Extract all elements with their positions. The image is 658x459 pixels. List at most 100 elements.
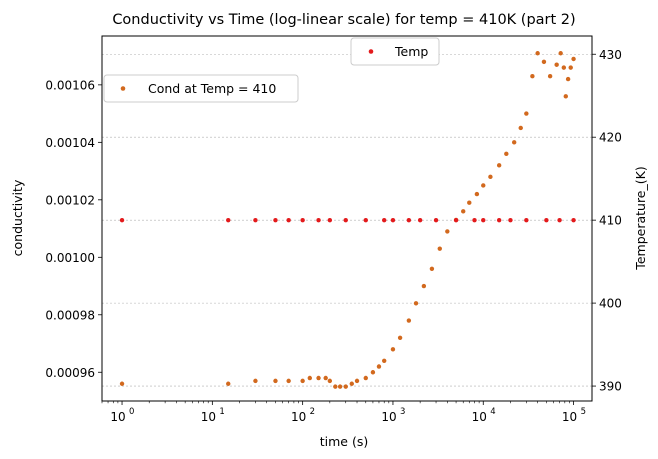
cond-point — [323, 375, 328, 381]
legend-cond: Cond at Temp = 410 — [103, 74, 299, 103]
temp-point — [119, 217, 125, 223]
cond-point — [307, 375, 312, 381]
cond-point — [273, 378, 278, 384]
cond-point — [390, 347, 396, 352]
temp-point — [300, 217, 305, 223]
cond-point — [488, 174, 493, 180]
cond-point — [226, 381, 231, 386]
y-right-axis-ticks: 390 400 410 420 430 — [592, 48, 622, 394]
temp-point — [286, 217, 291, 223]
cond-point — [413, 301, 419, 306]
cond-point — [286, 378, 291, 384]
cond-point — [554, 62, 559, 67]
cond-point — [343, 384, 348, 389]
cond-point — [376, 364, 382, 369]
cond-series — [119, 51, 576, 389]
cond-point — [565, 76, 571, 82]
legend-temp-label: Temp — [394, 44, 428, 59]
legend-temp-box — [350, 37, 440, 66]
cond-point — [370, 370, 376, 375]
y-left-axis-label: conductivity — [10, 179, 25, 256]
y-left-tick-label: 0.00098 — [45, 308, 95, 322]
cond-point — [541, 59, 547, 65]
legend-cond-box — [103, 74, 299, 103]
cond-point — [421, 283, 427, 289]
y-left-tick-label: 0.00100 — [45, 251, 95, 265]
x-tick-exponent: 3 — [400, 407, 405, 417]
cond-point — [337, 384, 343, 389]
y-right-tick-label: 420 — [599, 131, 622, 145]
y-right-axis-label: Temperature_(K) — [633, 166, 648, 270]
temp-point — [363, 217, 368, 223]
cond-point — [316, 375, 321, 381]
legend-cond-label: Cond at Temp = 410 — [148, 81, 276, 96]
cond-point — [445, 229, 450, 234]
cond-point — [535, 51, 540, 56]
cond-point — [363, 375, 368, 381]
cond-point — [382, 358, 387, 363]
x-axis-label: time (s) — [320, 434, 368, 449]
temp-point — [496, 217, 502, 223]
cond-point — [437, 246, 442, 251]
cond-point — [333, 384, 338, 389]
temp-point — [316, 217, 321, 223]
cond-point — [547, 74, 553, 79]
cond-point — [300, 378, 305, 384]
cond-point — [511, 140, 517, 145]
y-right-tick-label: 390 — [599, 380, 622, 394]
legend-temp-marker — [368, 49, 374, 54]
x-tick-label: 10 — [291, 410, 306, 424]
temp-point — [273, 217, 278, 223]
cond-point — [524, 111, 529, 116]
temp-point — [481, 217, 486, 223]
cond-point — [563, 94, 568, 99]
cond-point — [354, 378, 360, 384]
temp-series — [119, 217, 576, 223]
x-tick-exponent: 5 — [581, 407, 586, 417]
temp-point — [253, 217, 258, 223]
cond-point — [397, 335, 403, 340]
temp-point — [557, 217, 562, 223]
y-right-tick-label: 400 — [599, 297, 622, 311]
cond-point — [530, 74, 535, 79]
cond-point — [504, 151, 509, 157]
cond-point — [119, 381, 125, 386]
x-tick-exponent: 1 — [219, 407, 224, 417]
legend-cond-marker — [120, 86, 126, 91]
cond-point — [429, 266, 435, 271]
temp-point — [343, 217, 348, 223]
cond-point — [406, 318, 412, 323]
y-left-tick-label: 0.00102 — [45, 193, 95, 207]
cond-point — [474, 191, 480, 197]
cond-point — [461, 209, 466, 214]
x-tick-exponent: 4 — [490, 407, 495, 417]
y-right-tick-label: 430 — [599, 48, 622, 62]
temp-point — [226, 217, 231, 223]
temp-point — [508, 217, 513, 223]
x-tick-label: 10 — [201, 410, 216, 424]
x-tick-label: 10 — [110, 410, 125, 424]
x-tick-label: 10 — [381, 410, 396, 424]
temp-point — [327, 217, 333, 223]
plot-frame — [101, 35, 593, 402]
chart-title: Conductivity vs Time (log-linear scale) … — [112, 12, 575, 28]
cond-point — [561, 65, 567, 70]
temp-point — [382, 217, 387, 223]
cond-point — [568, 65, 573, 70]
cond-point — [349, 381, 354, 386]
temp-point — [472, 217, 477, 223]
cond-point — [253, 378, 258, 384]
temp-point — [524, 217, 529, 223]
x-tick-label: 10 — [472, 410, 487, 424]
y-left-tick-label: 0.00104 — [45, 136, 95, 150]
cond-point — [467, 200, 472, 205]
cond-point — [327, 378, 333, 384]
x-tick-exponent: 2 — [310, 407, 315, 417]
x-tick-label: 10 — [562, 410, 577, 424]
cond-point — [518, 125, 523, 131]
temp-point — [433, 217, 439, 223]
cond-point — [558, 51, 563, 56]
temp-point — [406, 217, 412, 223]
temp-point — [571, 217, 576, 223]
